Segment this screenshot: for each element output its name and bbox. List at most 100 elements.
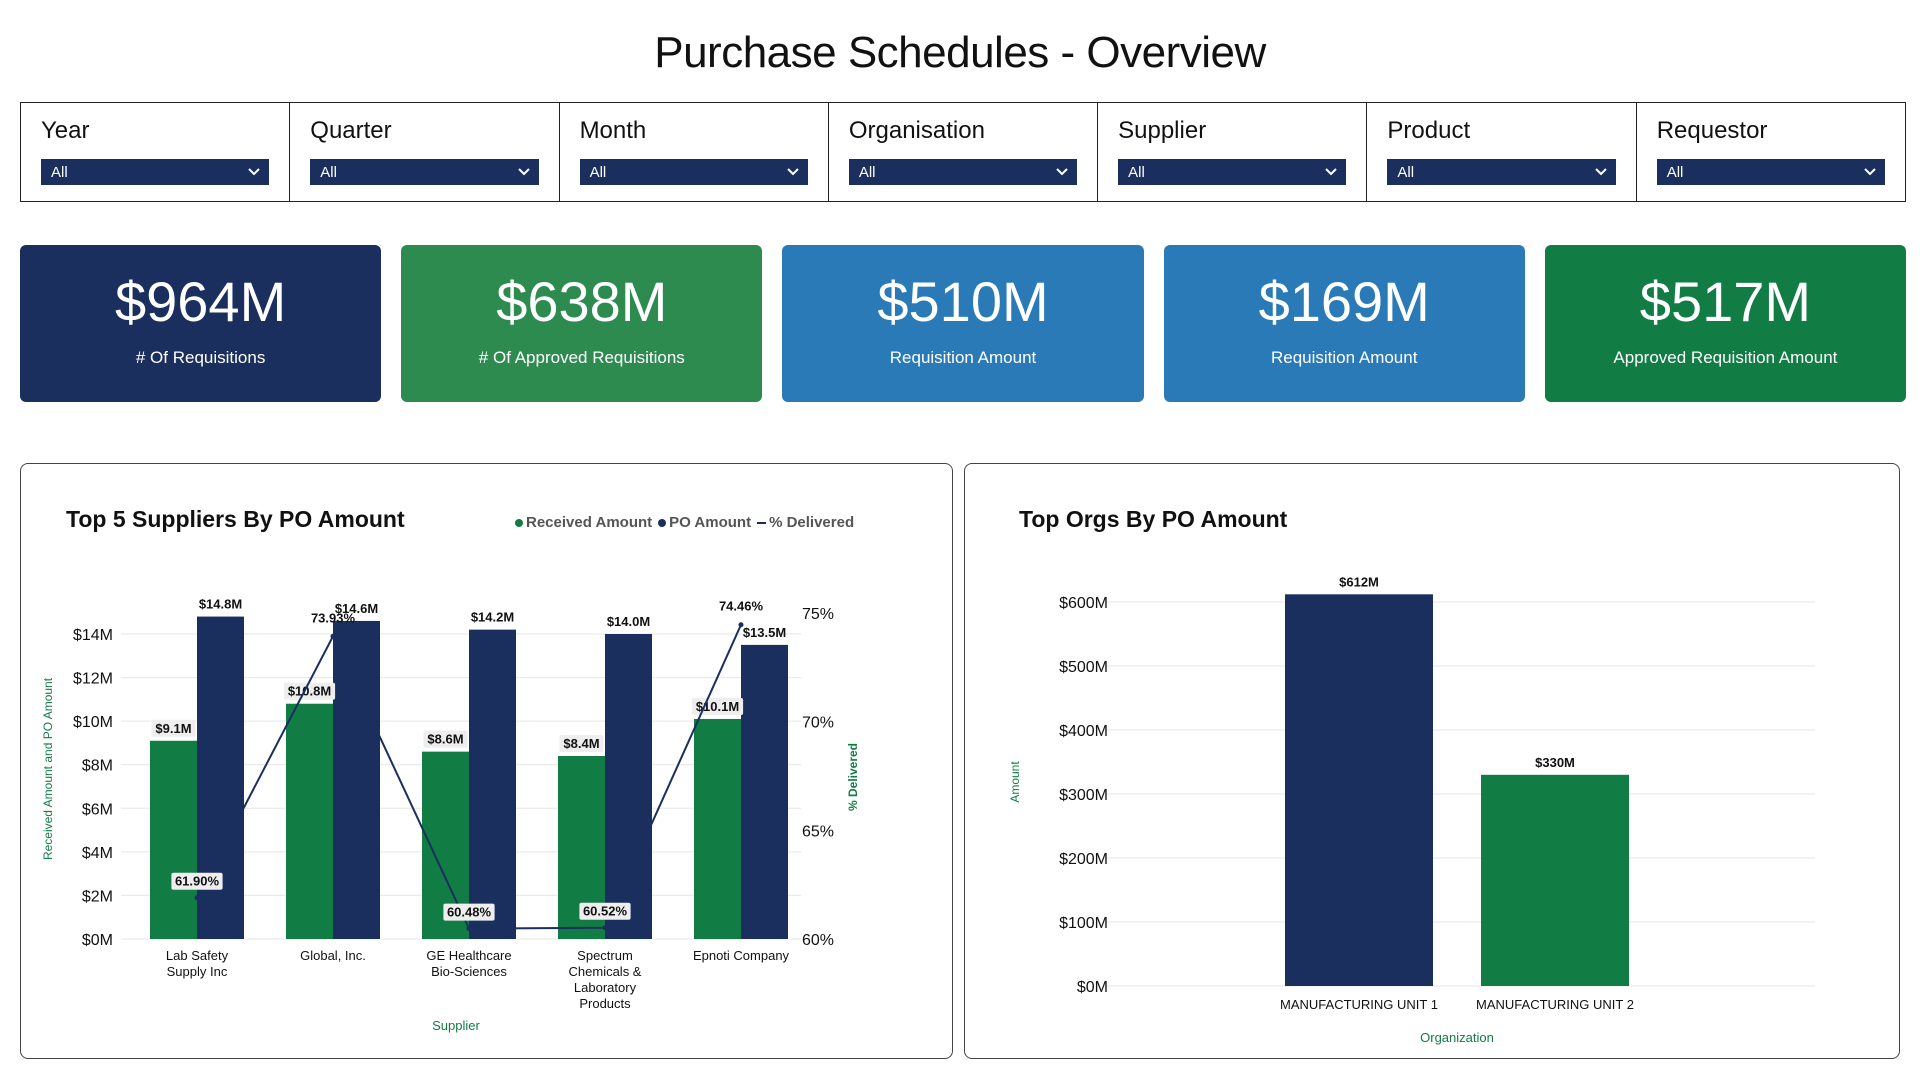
select-value: All	[1666, 163, 1684, 181]
bar-org[interactable]	[1481, 774, 1629, 986]
filter-label: Organisation	[848, 117, 985, 144]
select-value: All	[320, 163, 337, 181]
requestor-select[interactable]: All	[1656, 159, 1885, 185]
filter-label: Quarter	[310, 117, 392, 144]
y2-tick-label: 65%	[802, 823, 834, 840]
kpi-card-requisitions: $964M # Of Requisitions	[20, 245, 382, 402]
x-axis-label: Supplier	[432, 1018, 480, 1033]
kpi-label: # Of Requisitions	[135, 347, 266, 367]
data-label-received-bg	[423, 730, 468, 748]
point-delivered[interactable]	[194, 895, 200, 901]
data-label-received-bg	[151, 719, 196, 737]
data-label-received: $10.8M	[288, 684, 331, 699]
y-tick-label: $0M	[1077, 979, 1108, 996]
legend-line-icon	[757, 521, 767, 524]
x-tick-label: MANUFACTURING UNIT 1	[1280, 997, 1438, 1012]
x-tick-label: Global, Inc.	[300, 948, 366, 963]
y-tick-label: $8M	[82, 758, 113, 775]
y-tick-label: $10M	[73, 714, 113, 731]
chevron-down-icon	[1325, 168, 1338, 176]
kpi-value: $169M	[1258, 269, 1430, 333]
bar-po[interactable]	[333, 620, 380, 939]
x-tick-label: Lab Safety	[166, 948, 229, 963]
organisation-select[interactable]: All	[848, 159, 1078, 185]
x-tick-label: Chemicals &	[569, 964, 642, 979]
y-tick-label: $500M	[1059, 659, 1108, 676]
select-value: All	[589, 163, 607, 181]
kpi-value: $517M	[1639, 269, 1812, 333]
bar-po[interactable]	[469, 629, 516, 939]
data-label-delivered-bg	[443, 903, 495, 921]
data-label-received-bg	[691, 697, 744, 715]
point-delivered[interactable]	[738, 622, 744, 628]
y-axis-label: Received Amount and PO Amount	[41, 677, 55, 860]
data-label-po: $14.8M	[199, 597, 242, 612]
legend-dot-icon	[658, 518, 667, 527]
data-label-org: $330M	[1535, 755, 1575, 770]
y-axis-label: Amount	[1008, 761, 1022, 803]
page-title: Purchase Schedules - Overview	[654, 28, 1266, 77]
quarter-select[interactable]: All	[310, 159, 539, 185]
legend-item-po[interactable]: PO Amount	[658, 514, 751, 531]
data-label-received: $8.6M	[427, 732, 463, 747]
select-value: All	[51, 163, 68, 181]
y2-tick-label: 70%	[802, 715, 834, 732]
legend-item-received[interactable]: Received Amount	[515, 514, 652, 531]
x-tick-label: MANUFACTURING UNIT 2	[1476, 997, 1634, 1012]
x-axis-label: Organization	[1420, 1030, 1494, 1045]
kpi-label: Requisition Amount	[1270, 347, 1418, 367]
suppliers-chart: $0M $2M $4M $6M $8M $10M $12M $14M 60% 65% 70% 75% R…	[41, 597, 860, 1033]
y2-axis-label: % Delivered	[846, 743, 860, 811]
filter-organisation: Organisation All	[829, 103, 1099, 201]
bar-received[interactable]	[694, 718, 741, 939]
kpi-label: Requisition Amount	[889, 347, 1037, 367]
supplier-select[interactable]: All	[1118, 159, 1347, 185]
y-tick-label: $400M	[1059, 723, 1108, 740]
data-label-po: $13.5M	[743, 625, 786, 640]
bar-po[interactable]	[605, 634, 652, 939]
chevron-down-icon	[1864, 168, 1876, 176]
bar-org[interactable]	[1285, 594, 1433, 986]
kpi-card-approved-requisitions: $638M # Of Approved Requisitions	[401, 245, 763, 402]
chevron-down-icon	[248, 168, 260, 176]
bar-po[interactable]	[197, 616, 244, 939]
filter-requestor: Requestor All	[1637, 103, 1905, 201]
month-select[interactable]: All	[579, 159, 808, 185]
legend-item-delivered[interactable]: % Delivered	[757, 514, 854, 531]
select-value: All	[858, 163, 876, 181]
y2-tick-label: 60%	[802, 932, 834, 949]
x-tick-label: Spectrum	[577, 948, 633, 963]
bar-received[interactable]	[150, 740, 197, 939]
product-select[interactable]: All	[1387, 159, 1616, 185]
point-delivered[interactable]	[330, 633, 336, 639]
bar-po[interactable]	[741, 644, 788, 939]
filter-month: Month All	[560, 103, 829, 201]
chart-title: Top 5 Suppliers By PO Amount	[66, 506, 405, 532]
filter-label: Supplier	[1118, 117, 1207, 144]
kpi-value: $964M	[114, 269, 287, 333]
data-label-received: $9.1M	[155, 721, 191, 736]
kpi-card-requisition-amount-2: $169M Requisition Amount	[1163, 245, 1525, 402]
x-tick-label: Bio-Sciences	[431, 964, 507, 979]
year-select[interactable]: All	[41, 159, 270, 185]
data-label-po: $14.0M	[607, 614, 650, 629]
point-delivered[interactable]	[602, 925, 608, 931]
y-tick-label: $600M	[1059, 595, 1108, 612]
filter-label: Requestor	[1656, 117, 1768, 144]
select-value: All	[1397, 163, 1415, 181]
data-label-org: $612M	[1339, 574, 1379, 589]
filter-label: Year	[41, 117, 90, 144]
data-label-delivered: 60.52%	[583, 904, 628, 919]
point-delivered[interactable]	[466, 926, 472, 932]
filter-label: Product	[1387, 117, 1471, 144]
bar-received[interactable]	[286, 703, 333, 939]
y-tick-label: $200M	[1059, 851, 1108, 868]
y-tick-label: $100M	[1059, 915, 1108, 932]
kpi-label: # Of Approved Requisitions	[478, 347, 685, 367]
x-tick-label: GE Healthcare	[426, 948, 511, 963]
data-label-po: $14.2M	[471, 610, 514, 625]
y-tick-label: $300M	[1059, 787, 1108, 804]
y-tick-label: $0M	[82, 932, 113, 949]
select-value: All	[1128, 163, 1145, 181]
x-tick-label: Laboratory	[574, 980, 637, 995]
